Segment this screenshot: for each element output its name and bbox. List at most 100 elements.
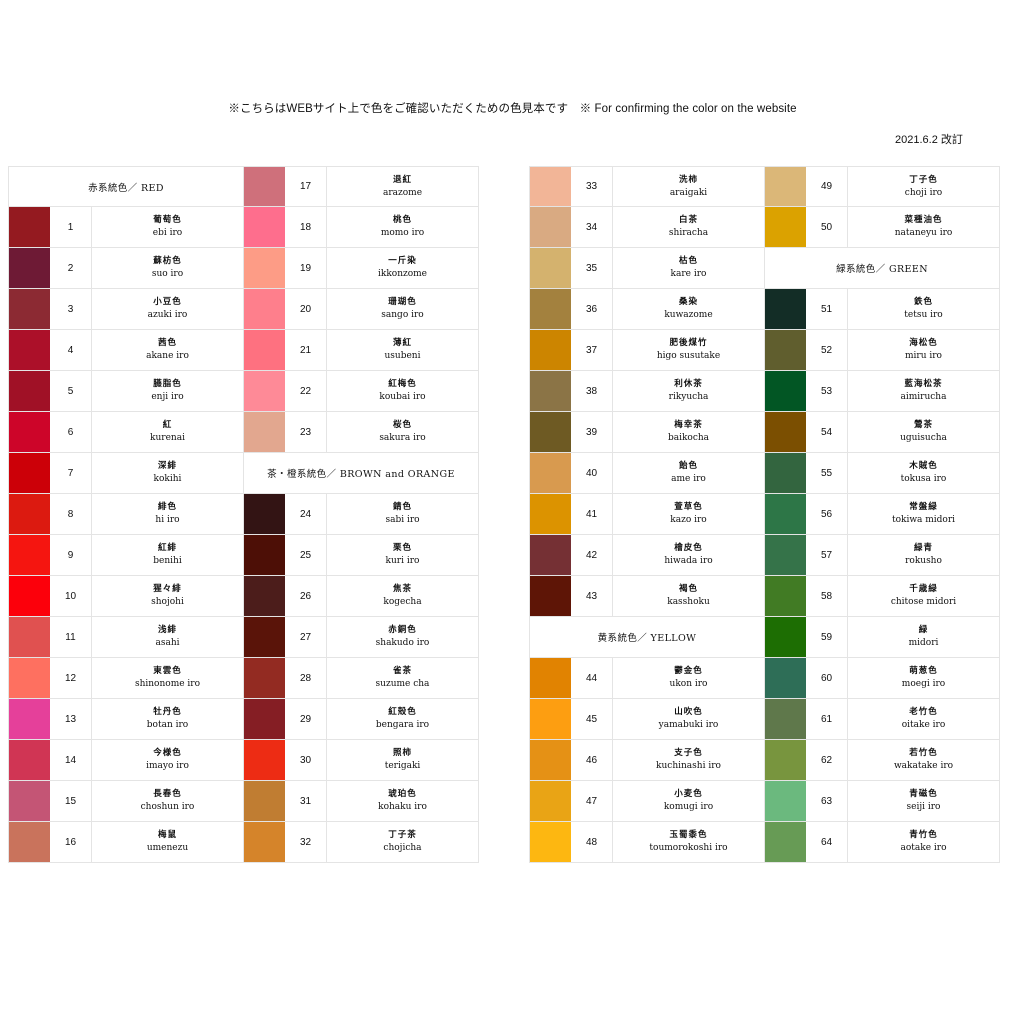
color-name: 臙脂色 enji iro	[92, 371, 243, 411]
color-number: 29	[285, 699, 327, 739]
color-name: 琥珀色 kohaku iro	[327, 781, 478, 821]
color-name-romaji: ame iro	[671, 474, 706, 484]
color-name-romaji: uguisucha	[900, 433, 947, 443]
color-swatch	[530, 576, 571, 616]
color-number: 34	[571, 207, 613, 247]
color-number: 32	[285, 822, 327, 862]
color-swatch	[765, 658, 806, 698]
swatch-column-3: 33 洗柿 araigaki 34 白茶 shiracha 35 枯色 kare iro 36 桑染…	[529, 166, 765, 863]
color-name-japanese: 萱草色	[674, 502, 703, 512]
color-name: 桃色 momo iro	[327, 207, 478, 247]
swatch-column-4: 49 丁子色 choji iro 50 菜種油色 nataneyu iro 緑系統色／ GR…	[764, 166, 1000, 863]
color-name-romaji: asahi	[155, 638, 180, 648]
color-name: 若竹色 wakatake iro	[848, 740, 999, 780]
color-name-japanese: 葡萄色	[153, 215, 182, 225]
color-row: 21 薄紅 usubeni	[244, 330, 479, 371]
color-swatch	[9, 576, 50, 616]
color-name-romaji: kasshoku	[667, 597, 710, 607]
color-name-romaji: bengara iro	[375, 720, 430, 730]
color-name-japanese: 浅緋	[157, 625, 177, 635]
color-swatch	[244, 371, 285, 411]
color-swatch	[9, 781, 50, 821]
color-row: 60 萌葱色 moegi iro	[765, 658, 1000, 699]
color-name-japanese: 小麦色	[674, 789, 703, 799]
color-name-japanese: 梅鼠	[157, 830, 177, 840]
color-name-japanese: 老竹色	[909, 707, 938, 717]
color-row: 47 小麦色 komugi iro	[530, 781, 765, 822]
color-name-japanese: 丁子茶	[388, 830, 417, 840]
color-row: 44 鬱金色 ukon iro	[530, 658, 765, 699]
color-swatch	[244, 740, 285, 780]
color-row: 22 紅梅色 koubai iro	[244, 371, 479, 412]
color-row: 25 栗色 kuri iro	[244, 535, 479, 576]
color-number: 33	[571, 167, 613, 206]
color-row: 10 猩々緋 shojohi	[9, 576, 244, 617]
color-name-romaji: kogecha	[383, 597, 422, 607]
color-name: 鬱金色 ukon iro	[613, 658, 764, 698]
color-swatch	[765, 412, 806, 452]
color-row: 36 桑染 kuwazome	[530, 289, 765, 330]
color-number: 54	[806, 412, 848, 452]
color-swatch	[9, 412, 50, 452]
color-name: 常盤緑 tokiwa midori	[848, 494, 999, 534]
color-number: 21	[285, 330, 327, 370]
color-row: 19 一斤染 ikkonzome	[244, 248, 479, 289]
color-number: 30	[285, 740, 327, 780]
color-name-romaji: hiwada iro	[664, 556, 713, 566]
color-number: 16	[50, 822, 92, 862]
color-swatch	[765, 576, 806, 616]
color-number: 38	[571, 371, 613, 411]
color-row: 38 利休茶 rikyucha	[530, 371, 765, 412]
color-name-japanese: 今様色	[153, 748, 182, 758]
color-name-japanese: 梅幸茶	[674, 420, 703, 430]
color-swatch	[244, 412, 285, 452]
color-row: 14 今様色 imayo iro	[9, 740, 244, 781]
color-number: 5	[50, 371, 92, 411]
color-swatch	[9, 248, 50, 288]
color-number: 43	[571, 576, 613, 616]
color-number: 2	[50, 248, 92, 288]
color-name-romaji: midori	[908, 638, 939, 648]
color-number: 4	[50, 330, 92, 370]
color-name-japanese: 枯色	[678, 256, 698, 266]
color-number: 60	[806, 658, 848, 698]
color-swatch	[530, 699, 571, 739]
color-row: 42 檜皮色 hiwada iro	[530, 535, 765, 576]
color-name: 飴色 ame iro	[613, 453, 764, 493]
color-number: 50	[806, 207, 848, 247]
color-swatch	[244, 535, 285, 575]
color-swatch	[9, 740, 50, 780]
color-swatch	[765, 207, 806, 247]
color-name: 深緋 kokihi	[92, 453, 243, 493]
color-name-romaji: suo iro	[151, 269, 184, 279]
color-number: 14	[50, 740, 92, 780]
color-row: 24 錆色 sabi iro	[244, 494, 479, 535]
color-name: 紅梅色 koubai iro	[327, 371, 478, 411]
color-swatch	[9, 658, 50, 698]
color-name-japanese: 薄紅	[392, 338, 412, 348]
color-number: 7	[50, 453, 92, 493]
color-name-romaji: baikocha	[667, 433, 710, 443]
color-name: 小麦色 komugi iro	[613, 781, 764, 821]
color-row: 5 臙脂色 enji iro	[9, 371, 244, 412]
color-name-japanese: 緑青	[913, 543, 933, 553]
color-name-romaji: koubai iro	[379, 392, 426, 402]
color-name: 一斤染 ikkonzome	[327, 248, 478, 288]
color-name: 枯色 kare iro	[613, 248, 764, 288]
color-row: 6 紅 kurenai	[9, 412, 244, 453]
color-number: 1	[50, 207, 92, 247]
color-row: 12 東雲色 shinonome iro	[9, 658, 244, 699]
color-row: 13 牡丹色 botan iro	[9, 699, 244, 740]
revision-date: 2021.6.2 改訂	[895, 134, 963, 146]
color-row: 30 照柿 terigaki	[244, 740, 479, 781]
color-number: 45	[571, 699, 613, 739]
color-swatch	[765, 330, 806, 370]
color-name-japanese: 焦茶	[392, 584, 412, 594]
color-name-japanese: 玉蜀黍色	[669, 830, 708, 840]
color-number: 26	[285, 576, 327, 616]
color-row: 64 青竹色 aotake iro	[765, 822, 1000, 863]
color-name-romaji: kazo iro	[670, 515, 707, 525]
color-name-japanese: 檜皮色	[674, 543, 703, 553]
color-swatch	[530, 207, 571, 247]
color-row: 7 深緋 kokihi	[9, 453, 244, 494]
